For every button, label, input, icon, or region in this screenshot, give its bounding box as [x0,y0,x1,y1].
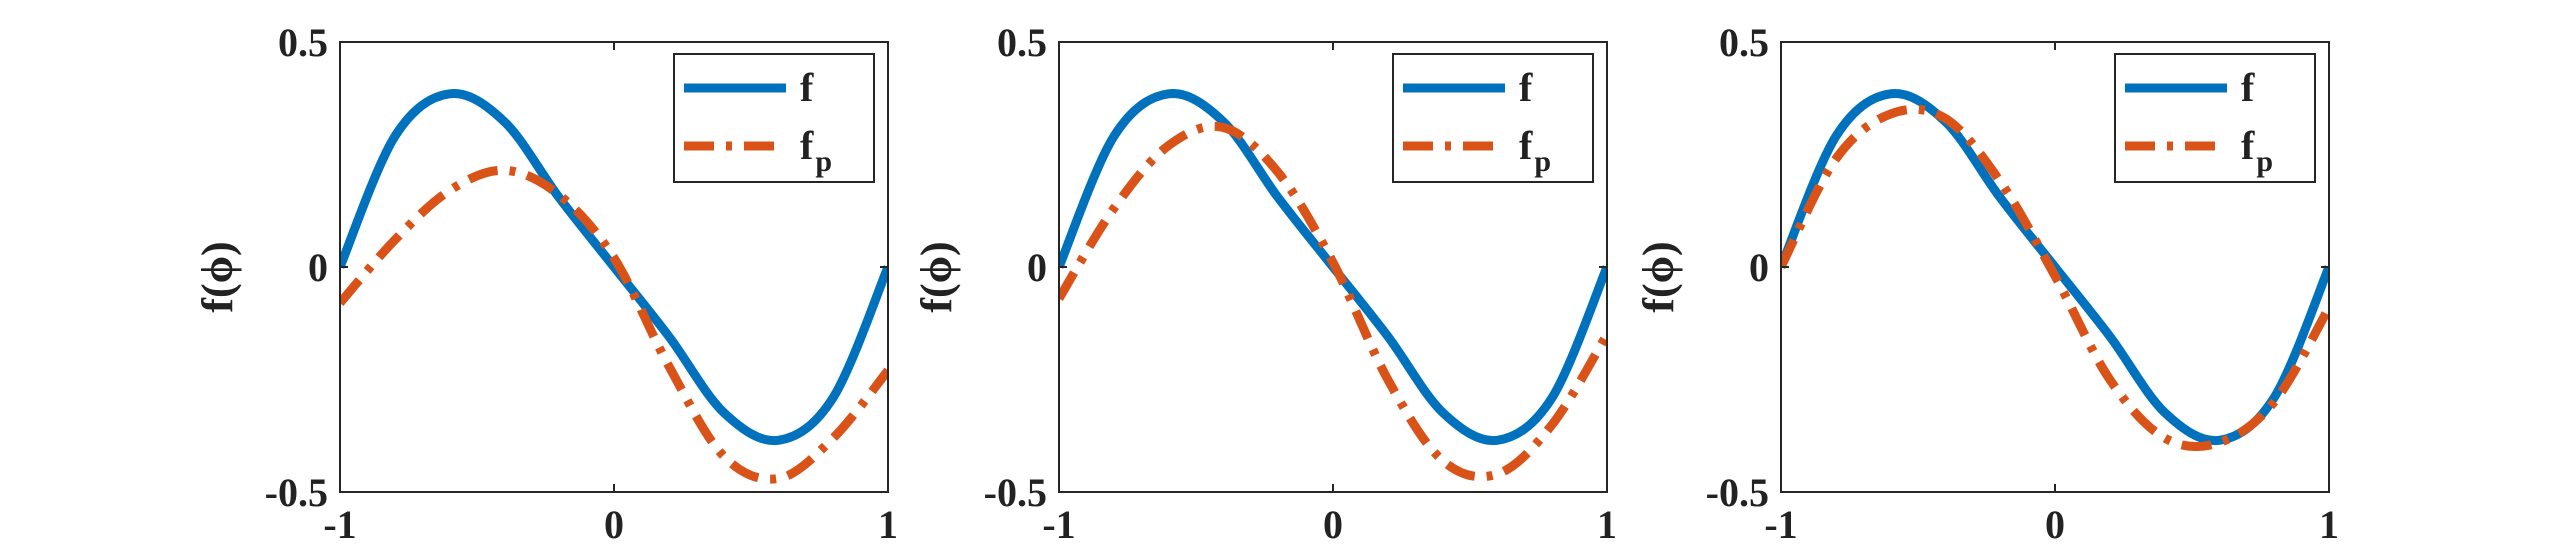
legend: ffp [2114,53,2316,183]
y-tick-label: -0.5 [1706,470,1769,515]
x-tick-label: -1 [323,502,356,547]
x-tick-label: -1 [1042,502,1075,547]
y-tick-label: -0.5 [265,470,328,515]
series-line-fp [340,165,888,484]
y-axis-label: f(ϕ) [912,241,961,312]
legend-label-f: f [800,65,814,110]
legend-label-f: f [1519,65,1533,110]
chart-panel-2: -1 0 1 0.5 0 -0.5 f(ϕ) ffp [912,20,1617,547]
x-tick-label: 0 [1323,502,1343,547]
x-tick-label: 1 [1597,502,1617,547]
x-tick-label: 0 [604,502,624,547]
legend-label-f: f [2241,65,2255,110]
series-line-fp [1781,104,2329,451]
chart-panel-1: -1 0 1 0.5 0 -0.5 f(ϕ) ffp [193,20,898,547]
y-tick-label: 0.5 [997,20,1047,65]
series-line-fp [1059,121,1607,482]
series-line-f [340,89,888,446]
x-tick-label: 1 [2319,502,2339,547]
y-tick-label: -0.5 [984,470,1047,515]
legend-box [2114,53,2316,183]
legend-box [1392,53,1594,183]
x-tick-label: -1 [1764,502,1797,547]
x-tick-label: 1 [878,502,898,547]
legend-box [673,53,875,183]
legend: ffp [673,53,875,183]
chart-panel-3: -1 0 1 0.5 0 -0.5 f(ϕ) ffp [1634,20,2339,547]
y-tick-label: 0 [308,245,328,290]
y-tick-label: 0 [1027,245,1047,290]
x-tick-label: 0 [2045,502,2065,547]
legend: ffp [1392,53,1594,183]
y-tick-label: 0 [1749,245,1769,290]
y-tick-label: 0.5 [278,20,328,65]
y-axis-label: f(ϕ) [1634,241,1683,312]
y-tick-label: 0.5 [1719,20,1769,65]
y-axis-label: f(ϕ) [193,241,242,312]
